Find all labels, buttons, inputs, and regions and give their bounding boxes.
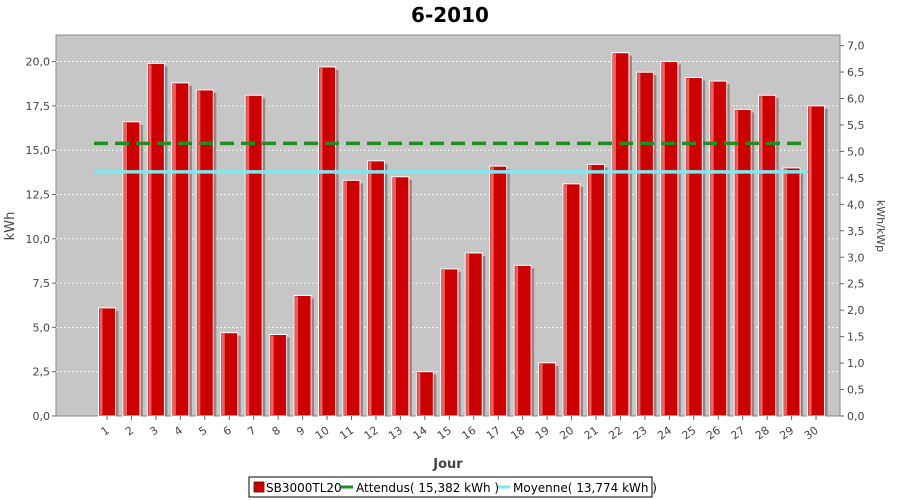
- bar-highlight: [661, 62, 665, 417]
- bar-highlight: [197, 90, 201, 417]
- y-tick-label: 10,0: [26, 233, 51, 246]
- y2-tick-label: 7,0: [847, 40, 865, 53]
- x-tick-label: 6: [221, 424, 234, 439]
- legend-label-attendus: Attendus( 15,382 kWh ): [356, 481, 499, 495]
- y2-tick-label: 1,5: [847, 331, 865, 344]
- x-axis-label: Jour: [432, 457, 463, 472]
- x-tick-label: 29: [777, 424, 796, 443]
- bar-highlight: [784, 168, 788, 416]
- x-tick-label: 21: [582, 424, 601, 443]
- x-tick-label: 30: [802, 424, 821, 443]
- x-tick-label: 3: [147, 424, 160, 439]
- bar-highlight: [417, 372, 421, 416]
- y-tick-label: 12,5: [26, 188, 51, 201]
- y2-tick-label: 0,0: [847, 410, 865, 423]
- bar-highlight: [148, 64, 152, 416]
- y-axis-label: kWh: [3, 212, 18, 241]
- x-tick-label: 4: [172, 424, 185, 439]
- bar-highlight: [172, 83, 176, 417]
- bar-highlight: [319, 67, 323, 416]
- y2-tick-label: 1,0: [847, 357, 865, 370]
- x-tick-label: 15: [435, 424, 454, 443]
- legend-swatch-bar: [253, 481, 265, 493]
- bar-highlight: [466, 253, 470, 416]
- x-tick-label: 28: [753, 424, 772, 443]
- x-tick-label: 2: [123, 424, 136, 439]
- bar-highlight: [686, 78, 690, 416]
- x-tick-label: 8: [270, 424, 283, 439]
- bar-highlight: [490, 167, 494, 416]
- y-tick-label: 17,5: [26, 100, 51, 113]
- bar-highlight: [270, 335, 274, 416]
- bar-highlight: [564, 184, 568, 416]
- x-tick-label: 1: [99, 424, 112, 439]
- bar-highlight: [246, 96, 250, 416]
- x-tick-label: 13: [386, 424, 405, 443]
- x-tick-label: 26: [704, 424, 723, 443]
- x-tick-label: 20: [557, 424, 576, 443]
- y2-tick-label: 3,0: [847, 251, 865, 264]
- y-tick-label: 15,0: [26, 144, 51, 157]
- y2-axis-label: kWh/kWp: [874, 200, 887, 252]
- x-tick-label: 24: [655, 424, 674, 443]
- bar-highlight: [539, 363, 543, 416]
- bar-highlight: [515, 266, 519, 416]
- bar-highlight: [612, 53, 616, 416]
- y-tick-label: 20,0: [26, 56, 51, 69]
- y-tick-label: 5,0: [33, 321, 51, 334]
- x-tick-label: 25: [680, 424, 699, 443]
- bar-highlight: [368, 161, 372, 416]
- legend-box: [248, 476, 653, 498]
- bar-highlight: [123, 122, 127, 417]
- x-tick-label: 5: [196, 424, 209, 439]
- x-tick-label: 27: [728, 424, 747, 443]
- y2-tick-label: 6,5: [847, 66, 865, 79]
- bar-highlight: [735, 110, 739, 416]
- x-tick-label: 16: [460, 424, 479, 443]
- bar-highlight: [392, 177, 396, 416]
- y2-tick-label: 4,5: [847, 172, 865, 185]
- x-tick-label: 9: [294, 424, 307, 439]
- y2-tick-label: 3,5: [847, 225, 865, 238]
- chart-title: 6-2010: [411, 3, 489, 27]
- y2-tick-label: 0,5: [847, 384, 865, 397]
- bar-highlight: [344, 181, 347, 416]
- bar-highlight: [99, 308, 103, 416]
- bar-highlight: [588, 165, 592, 416]
- y2-tick-label: 6,0: [847, 93, 865, 106]
- bar-highlight: [441, 269, 445, 416]
- y2-tick-label: 5,0: [847, 145, 865, 158]
- x-tick-label: 23: [631, 424, 650, 443]
- bar-highlight: [637, 73, 641, 416]
- y2-tick-label: 4,0: [847, 198, 865, 211]
- x-tick-label: 10: [313, 424, 332, 443]
- bar-highlight: [221, 333, 225, 416]
- x-tick-label: 14: [411, 424, 430, 443]
- legend: SB3000TL20 Attendus( 15,382 kWh ) Moyenn…: [248, 476, 657, 498]
- y-tick-label: 2,5: [33, 366, 51, 379]
- x-tick-label: 11: [337, 424, 356, 443]
- x-tick-label: 7: [245, 424, 258, 439]
- y-tick-label: 0,0: [33, 410, 51, 423]
- x-tick-label: 17: [484, 424, 503, 443]
- x-tick-label: 12: [362, 424, 381, 443]
- legend-label-moyenne: Moyenne( 13,774 kWh ): [513, 481, 657, 495]
- bar-highlight: [808, 106, 812, 416]
- y2-tick-label: 5,5: [847, 119, 865, 132]
- x-tick-label: 19: [533, 424, 552, 443]
- y2-tick-label: 2,0: [847, 304, 865, 317]
- x-tick-label: 22: [606, 424, 625, 443]
- bar-highlight: [710, 82, 714, 417]
- x-tick-label: 18: [508, 424, 527, 443]
- y2-tick-label: 2,5: [847, 278, 865, 291]
- bar-highlight: [295, 296, 299, 416]
- y-tick-label: 7,5: [33, 277, 51, 290]
- legend-label-series: SB3000TL20: [266, 481, 342, 495]
- bar-highlight: [759, 96, 763, 416]
